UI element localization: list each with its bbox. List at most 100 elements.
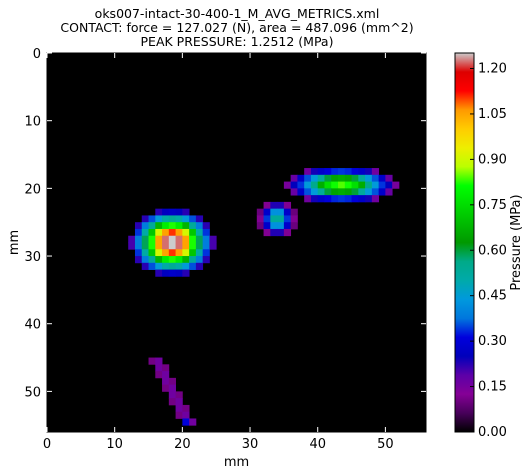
heatmap-cell (141, 262, 149, 270)
heatmap-cell (148, 357, 156, 365)
heatmap-cell (162, 242, 170, 250)
heatmap-cell (141, 256, 149, 264)
heatmap-cell (304, 181, 312, 189)
heatmap-cell (162, 256, 170, 264)
heatmap-cell (351, 195, 359, 203)
heatmap-cell (338, 168, 346, 176)
heatmap-cell (162, 208, 170, 216)
x-tick-label: 30 (242, 437, 259, 452)
heatmap-cell (365, 181, 373, 189)
heatmap-cell (182, 262, 190, 270)
heatmap-cell (128, 242, 136, 250)
heatmap-cell (378, 181, 386, 189)
heatmap-cell (371, 195, 380, 203)
heatmap-cell (162, 222, 170, 230)
heatmap-cell (175, 262, 183, 270)
heatmap-cell (155, 215, 163, 223)
heatmap-cell (324, 188, 332, 196)
heatmap-cell (168, 222, 176, 230)
heatmap-cell (195, 222, 204, 230)
heatmap-cell (202, 235, 210, 243)
x-tick-label: 0 (43, 437, 51, 452)
heatmap-cell (155, 357, 163, 365)
heatmap-cell (290, 174, 298, 182)
heatmap-cell (182, 404, 190, 413)
heatmap-cell (256, 208, 264, 216)
heatmap-cell (324, 195, 332, 203)
heatmap-cell (263, 208, 271, 216)
heatmap-cells (128, 168, 400, 426)
heatmap-cell (175, 235, 183, 243)
heatmap-cell (317, 181, 325, 189)
heatmap-cell (134, 235, 143, 243)
heatmap-cell (182, 411, 190, 419)
heatmap-cell (331, 168, 339, 176)
heatmap-cell (304, 188, 312, 196)
heatmap-cell (182, 235, 190, 243)
colorbar-tick-label: 1.05 (478, 107, 507, 122)
plot-frame (46, 52, 427, 433)
heatmap-cell (365, 188, 373, 196)
heatmap-cell (155, 262, 163, 270)
heatmap-cell (338, 188, 346, 196)
heatmap-cell (189, 256, 197, 264)
heatmap-cell (283, 201, 292, 210)
heatmap-cell (310, 188, 319, 196)
heatmap-cell (290, 188, 298, 196)
y-tick-label: 50 (24, 385, 41, 400)
heatmap-cell (155, 256, 163, 264)
heatmap-cell (182, 418, 190, 426)
colorbar-tick-label: 0.15 (478, 380, 507, 395)
heatmap-cell (168, 256, 176, 264)
heatmap-cell (168, 391, 176, 399)
heatmap-cell (338, 181, 346, 189)
heatmap-cell (162, 371, 170, 379)
x-tick-label: 10 (106, 437, 123, 452)
heatmap-cell (189, 418, 197, 426)
heatmap-cell (365, 195, 373, 203)
heatmap-cell (358, 174, 366, 182)
heatmap-cell (162, 262, 170, 270)
heatmap-cell (317, 188, 325, 196)
heatmap-cell (283, 215, 292, 223)
heatmap-cell (304, 168, 312, 176)
heatmap-cell (392, 181, 400, 189)
colorbar-tick-label: 1.20 (478, 62, 507, 77)
heatmap-cell (270, 222, 278, 230)
heatmap-cell (202, 242, 210, 250)
heatmap-cell (270, 228, 278, 237)
heatmap-cell (141, 242, 149, 250)
heatmap-cell (256, 215, 264, 223)
heatmap-cell (155, 269, 163, 277)
heatmap-cell (344, 168, 352, 176)
x-tick-label: 50 (377, 437, 394, 452)
heatmap-cell (148, 215, 156, 223)
heatmap-cell (283, 222, 292, 230)
heatmap-cell (195, 262, 204, 270)
heatmap-cell (297, 181, 305, 189)
heatmap-cell (283, 181, 292, 189)
heatmap-cell (310, 195, 319, 203)
heatmap-cell (263, 215, 271, 223)
heatmap-cell (141, 249, 149, 257)
heatmap-cell (195, 242, 204, 250)
heatmap-cell (175, 249, 183, 257)
heatmap-cell (155, 235, 163, 243)
heatmap-cell (175, 391, 183, 399)
heatmap-cell (128, 235, 136, 243)
heatmap-cell (277, 208, 285, 216)
heatmap-cell (175, 398, 183, 406)
heatmap-cell (175, 208, 183, 216)
heatmap-cell (317, 168, 325, 176)
heatmap-cell (175, 242, 183, 250)
heatmap-cell (168, 215, 176, 223)
heatmap-cell (155, 249, 163, 257)
colorbar-tick-label: 0.30 (478, 334, 507, 349)
heatmap-cell (351, 168, 359, 176)
heatmap-cell (209, 235, 217, 243)
heatmap-cell (202, 249, 210, 257)
heatmap-cell (344, 174, 352, 182)
heatmap-cell (195, 215, 204, 223)
heatmap-cell (358, 181, 366, 189)
heatmap-cell (331, 181, 339, 189)
